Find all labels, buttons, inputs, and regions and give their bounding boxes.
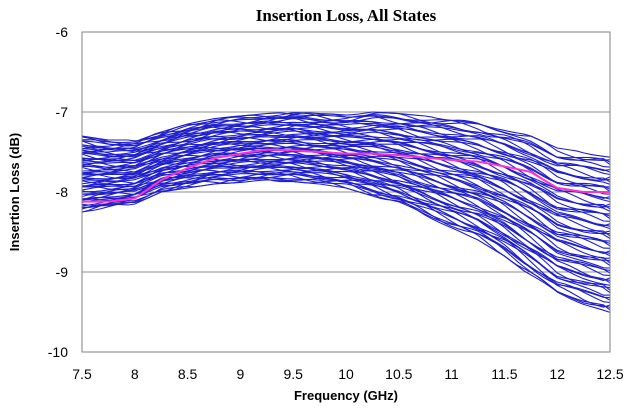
- series-line: [81, 140, 611, 227]
- x-tick-label: 12.5: [596, 366, 623, 382]
- highlight-series-line: [82, 148, 610, 203]
- x-tick-label: 8.5: [178, 366, 198, 382]
- series-line: [81, 153, 611, 254]
- series-line: [81, 146, 611, 239]
- series-lines: [81, 111, 611, 313]
- x-tick-labels: 7.5 8 8.5 9 9.5 10 10.5 11 11.5 12 12.5: [72, 366, 624, 382]
- chart-title: Insertion Loss, All States: [256, 6, 437, 25]
- series-line: [81, 127, 611, 200]
- series-line: [81, 161, 611, 272]
- highlight-series: [82, 148, 610, 203]
- series-line: [81, 115, 611, 173]
- series-line: [81, 138, 611, 222]
- y-tick-label: -10: [48, 344, 68, 360]
- x-tick-label: 8: [131, 366, 139, 382]
- series-line: [81, 121, 611, 183]
- y-tick-label: -9: [56, 264, 69, 280]
- x-tick-label: 11.5: [491, 366, 517, 382]
- series-line: [81, 169, 611, 289]
- x-tick-label: 10: [338, 366, 354, 382]
- y-tick-labels: -6 -7 -8 -9 -10: [48, 24, 68, 360]
- x-tick-label: 11: [444, 366, 459, 382]
- x-axis-label: Frequency (GHz): [294, 388, 398, 403]
- y-tick-label: -6: [56, 24, 69, 40]
- series-line: [81, 142, 611, 233]
- plot-frame: [81, 31, 611, 353]
- series-line: [81, 173, 611, 299]
- series-line: [81, 124, 611, 188]
- series-line: [81, 152, 611, 257]
- series-line: [81, 111, 611, 161]
- series-line: [81, 128, 611, 199]
- series-line: [81, 120, 611, 181]
- series-line: [81, 123, 611, 190]
- x-tick-label: 9.5: [283, 366, 303, 382]
- x-tick-label: 7.5: [72, 366, 92, 382]
- x-tick-label: 10.5: [385, 366, 412, 382]
- x-tick-label: 9: [237, 366, 245, 382]
- y-tick-label: -8: [56, 184, 69, 200]
- x-tick-label: 12: [549, 366, 565, 382]
- series-line: [81, 136, 611, 217]
- series-line: [81, 177, 611, 308]
- series-line: [81, 112, 611, 163]
- y-tick-label: -7: [56, 104, 69, 120]
- series-line: [81, 157, 611, 262]
- y-axis-label: Insertion Loss (dB): [7, 133, 22, 251]
- series-line: [81, 116, 611, 176]
- series-line: [81, 176, 611, 313]
- series-line: [81, 176, 611, 308]
